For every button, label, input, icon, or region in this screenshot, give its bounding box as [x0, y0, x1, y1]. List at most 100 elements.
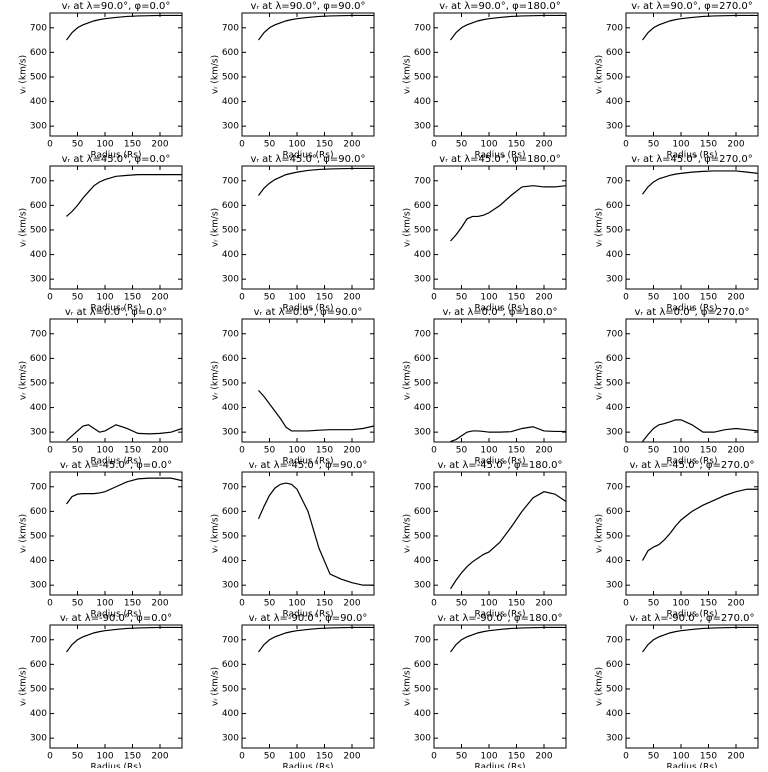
y-tick-label: 500: [414, 225, 431, 235]
x-tick-label: 200: [727, 293, 744, 303]
data-line: [258, 389, 374, 432]
plot-area: [258, 626, 374, 653]
x-tick-label: 200: [343, 752, 360, 762]
data-line: [450, 185, 566, 242]
x-tick-label: 50: [72, 752, 84, 762]
x-tick-label: 100: [672, 599, 689, 609]
y-tick-label: 400: [30, 250, 47, 260]
y-tick-label: 700: [222, 482, 239, 492]
y-tick-label: 500: [414, 531, 431, 541]
x-axis-label: Radius (Rs): [90, 610, 141, 620]
x-tick-label: 0: [47, 446, 53, 456]
y-tick-label: 500: [606, 72, 623, 82]
y-tick-label: 600: [30, 507, 47, 517]
x-tick-label: 50: [72, 293, 84, 303]
x-tick-label: 150: [508, 446, 525, 456]
x-tick-label: 100: [288, 599, 305, 609]
plot-frame: [433, 318, 567, 443]
plot-area: [257, 482, 374, 586]
panel-title: vᵣ at λ=-45.0°, φ=270.0°: [629, 460, 754, 471]
x-tick-label: 50: [264, 446, 276, 456]
plot-frame: [625, 318, 759, 443]
data-line: [449, 491, 566, 590]
data-line: [258, 167, 374, 196]
plot-area: [642, 626, 758, 653]
x-tick-label: 150: [316, 752, 333, 762]
y-tick-label: 700: [414, 23, 431, 33]
x-tick-label: 0: [239, 140, 245, 150]
x-axis-label: Radius (Rs): [474, 151, 525, 161]
plot-frame: [49, 12, 183, 137]
y-tick-label: 500: [30, 72, 47, 82]
plot-frame: [49, 318, 183, 443]
panel-title: vᵣ at λ=90.0°, φ=270.0°: [631, 1, 752, 12]
data-line: [66, 424, 182, 442]
y-tick-label: 300: [222, 734, 239, 744]
x-tick-label: 0: [623, 293, 629, 303]
data-line: [450, 14, 566, 41]
y-tick-label: 700: [414, 329, 431, 339]
y-tick-label: 500: [30, 684, 47, 694]
y-tick-label: 500: [222, 684, 239, 694]
y-tick-label: 600: [30, 354, 47, 364]
x-tick-label: 200: [727, 140, 744, 150]
y-axis-label: vᵣ (km/s): [595, 514, 605, 553]
y-tick-label: 700: [606, 23, 623, 33]
x-axis-label: Radius (Rs): [474, 610, 525, 620]
y-axis-label: vᵣ (km/s): [595, 361, 605, 400]
y-tick-label: 600: [30, 201, 47, 211]
plot-area: [66, 626, 182, 653]
x-tick-label: 0: [47, 140, 53, 150]
x-tick-label: 150: [508, 752, 525, 762]
x-axis-label: Radius (Rs): [90, 304, 141, 314]
panel-title: vᵣ at λ=-90.0°, φ=90.0°: [249, 613, 368, 624]
plot-area: [258, 14, 374, 41]
plot-frame: [625, 165, 759, 290]
panel-title: vᵣ at λ=-90.0°, φ=180.0°: [437, 613, 562, 624]
plot-frame: [433, 165, 567, 290]
panel-title: vᵣ at λ=-45.0°, φ=0.0°: [60, 460, 172, 471]
x-tick-label: 50: [648, 752, 660, 762]
y-tick-label: 500: [414, 72, 431, 82]
x-tick-label: 150: [316, 293, 333, 303]
panel: vᵣ at λ=90.0°, φ=180.0° 0 50 100 150 200 300 40…: [403, 1, 567, 161]
x-tick-label: 0: [623, 140, 629, 150]
y-axis-label: vᵣ (km/s): [19, 361, 29, 400]
panel: vᵣ at λ=0.0°, φ=0.0° 0 50 100 150 200 300 400 50…: [19, 307, 183, 467]
x-tick-label: 100: [288, 446, 305, 456]
y-tick-label: 300: [30, 428, 47, 438]
x-tick-label: 100: [672, 293, 689, 303]
plot-area: [258, 167, 374, 196]
y-tick-label: 500: [30, 378, 47, 388]
y-tick-label: 600: [30, 48, 47, 58]
y-tick-label: 300: [222, 275, 239, 285]
panel-title: vᵣ at λ=45.0°, φ=90.0°: [250, 154, 365, 165]
y-tick-label: 400: [30, 97, 47, 107]
y-tick-label: 600: [606, 354, 623, 364]
x-tick-label: 100: [96, 140, 113, 150]
y-tick-label: 600: [414, 201, 431, 211]
y-tick-label: 400: [606, 403, 623, 413]
x-tick-label: 0: [239, 752, 245, 762]
y-tick-label: 400: [414, 250, 431, 260]
data-line: [66, 477, 182, 505]
y-tick-label: 500: [414, 378, 431, 388]
y-tick-label: 500: [606, 225, 623, 235]
x-tick-label: 0: [431, 752, 437, 762]
data-line: [642, 626, 758, 653]
x-tick-label: 50: [648, 293, 660, 303]
x-tick-label: 100: [288, 752, 305, 762]
x-tick-label: 150: [508, 599, 525, 609]
x-tick-label: 0: [239, 293, 245, 303]
x-axis-label: Radius (Rs): [282, 151, 333, 161]
x-tick-label: 150: [124, 446, 141, 456]
x-tick-label: 150: [700, 446, 717, 456]
y-tick-label: 400: [606, 709, 623, 719]
y-tick-label: 400: [606, 250, 623, 260]
y-tick-label: 300: [30, 275, 47, 285]
x-tick-label: 100: [288, 293, 305, 303]
x-tick-label: 150: [700, 752, 717, 762]
x-tick-label: 200: [535, 293, 552, 303]
panel: vᵣ at λ=-90.0°, φ=180.0° 0 50 100 150 200 300 4…: [403, 613, 567, 772]
data-line: [257, 482, 374, 586]
